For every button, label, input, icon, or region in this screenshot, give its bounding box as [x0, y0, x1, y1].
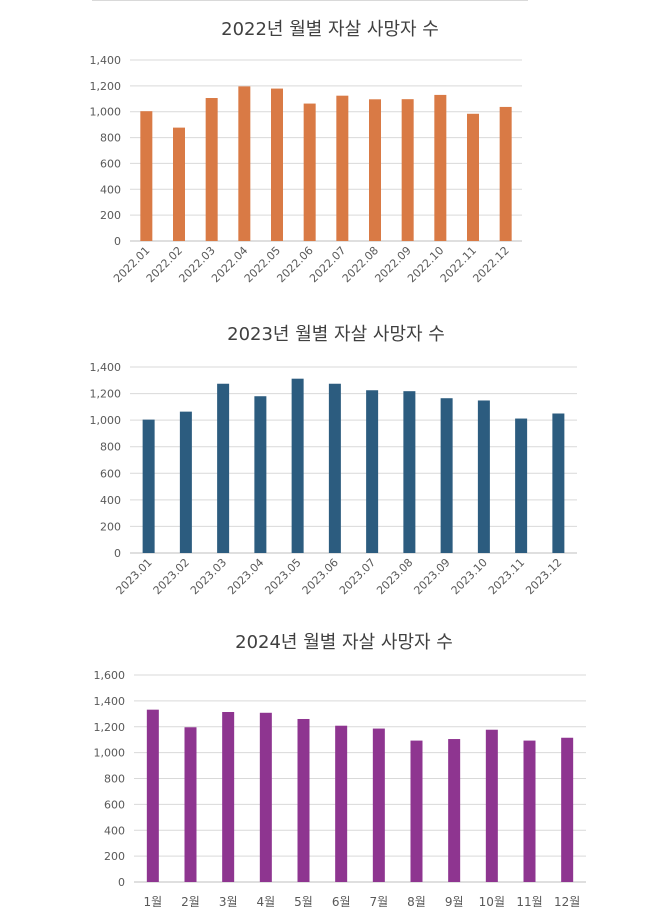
bar [259, 712, 272, 882]
top-divider [92, 0, 528, 1]
x-tick-label: 11월 [516, 895, 542, 909]
bar [467, 113, 479, 241]
x-tick-label: 2023.07 [337, 556, 378, 597]
y-tick-label: 200 [100, 520, 121, 533]
x-tick-label: 2023.05 [262, 556, 303, 597]
y-tick-label: 400 [104, 824, 125, 837]
x-tick-label: 6월 [332, 895, 351, 909]
bar [403, 391, 416, 553]
bar [184, 727, 197, 882]
bar [372, 728, 385, 882]
chart-2024: 2024년 월별 자살 사망자 수 0 200 400 600 800 1,000 1,20… [94, 632, 586, 909]
y-tick-label: 800 [104, 773, 125, 786]
bar [222, 712, 235, 882]
y-tick-label: 600 [104, 798, 125, 811]
bar [477, 400, 490, 553]
x-tick-label: 4월 [256, 895, 275, 909]
bar [523, 740, 536, 882]
bar [238, 86, 251, 241]
y-tick-label: 1,600 [94, 669, 126, 682]
x-tick-label: 2023.10 [449, 556, 490, 597]
bar [561, 737, 574, 882]
x-tick-label: 2월 [181, 895, 200, 909]
y-tick-label: 1,000 [90, 414, 122, 427]
y-tick-label: 0 [118, 876, 125, 889]
x-tick-label: 1월 [143, 895, 162, 909]
x-tick-label: 2023.06 [300, 556, 341, 597]
y-tick-label: 600 [100, 467, 121, 480]
bar [515, 418, 528, 553]
x-tick-label: 8월 [407, 895, 426, 909]
y-tick-label: 1,400 [94, 695, 126, 708]
x-tick-label: 12월 [554, 895, 580, 909]
x-tick-label: 2023.12 [523, 556, 564, 597]
bar [369, 99, 381, 241]
y-tick-label: 1,200 [94, 721, 126, 734]
x-tick-label: 2023.08 [374, 556, 415, 597]
y-tick-label: 400 [100, 183, 121, 196]
x-tick-label: 3월 [219, 895, 238, 909]
bar [440, 398, 453, 553]
x-tick-label: 2023.09 [411, 556, 452, 597]
bar [552, 413, 565, 553]
chart-2023: 2023년 월별 자살 사망자 수 0 200 400 600 800 1,000 1,20… [90, 324, 577, 597]
y-tick-label: 0 [114, 547, 121, 560]
y-tick-label: 1,000 [94, 747, 126, 760]
chart-title: 2022년 월별 자살 사망자 수 [221, 19, 439, 40]
bar [173, 127, 185, 241]
bar [205, 98, 218, 241]
bar [328, 383, 341, 553]
bar [291, 378, 304, 553]
bar [401, 99, 414, 241]
bar [140, 111, 153, 241]
x-tick-label: 2022.12 [470, 244, 511, 285]
y-tick-label: 800 [100, 132, 121, 145]
chart-2022: 2022년 월별 자살 사망자 수 0 200 400 600 800 1,000 1,20… [90, 19, 522, 285]
y-tick-label: 0 [114, 235, 121, 248]
bar [146, 709, 159, 882]
y-tick-label: 1,400 [90, 54, 122, 67]
x-tick-label: 2023.03 [188, 556, 229, 597]
bar [179, 411, 192, 553]
bar [499, 106, 512, 241]
bar [142, 419, 155, 553]
bar [336, 95, 349, 241]
y-tick-label: 800 [100, 441, 121, 454]
bar [217, 383, 230, 553]
x-tick-label: 5월 [294, 895, 313, 909]
bar [485, 729, 498, 882]
y-tick-label: 1,400 [90, 361, 122, 374]
bar [448, 739, 461, 882]
y-tick-label: 400 [100, 494, 121, 507]
y-tick-label: 1,200 [90, 80, 122, 93]
y-tick-label: 1,000 [90, 106, 122, 119]
x-tick-label: 2023.04 [225, 556, 266, 597]
bar [254, 396, 267, 553]
x-tick-label: 9월 [445, 895, 464, 909]
bar [434, 94, 447, 242]
x-tick-label: 2023.11 [486, 556, 527, 597]
y-tick-label: 1,200 [90, 388, 122, 401]
x-tick-label: 10월 [479, 895, 505, 909]
chart-title: 2024년 월별 자살 사망자 수 [235, 632, 453, 653]
y-tick-label: 600 [100, 157, 121, 170]
x-tick-label: 2023.02 [151, 556, 192, 597]
bar [303, 103, 316, 242]
y-tick-label: 200 [100, 209, 121, 222]
bar [271, 88, 283, 241]
bar [297, 718, 310, 882]
y-tick-label: 200 [104, 850, 125, 863]
bar [366, 390, 379, 553]
x-tick-label: 7월 [369, 895, 388, 909]
bar [335, 725, 348, 882]
x-tick-label: 2023.01 [113, 556, 154, 597]
bar [410, 740, 423, 882]
chart-title: 2023년 월별 자살 사망자 수 [227, 324, 445, 345]
